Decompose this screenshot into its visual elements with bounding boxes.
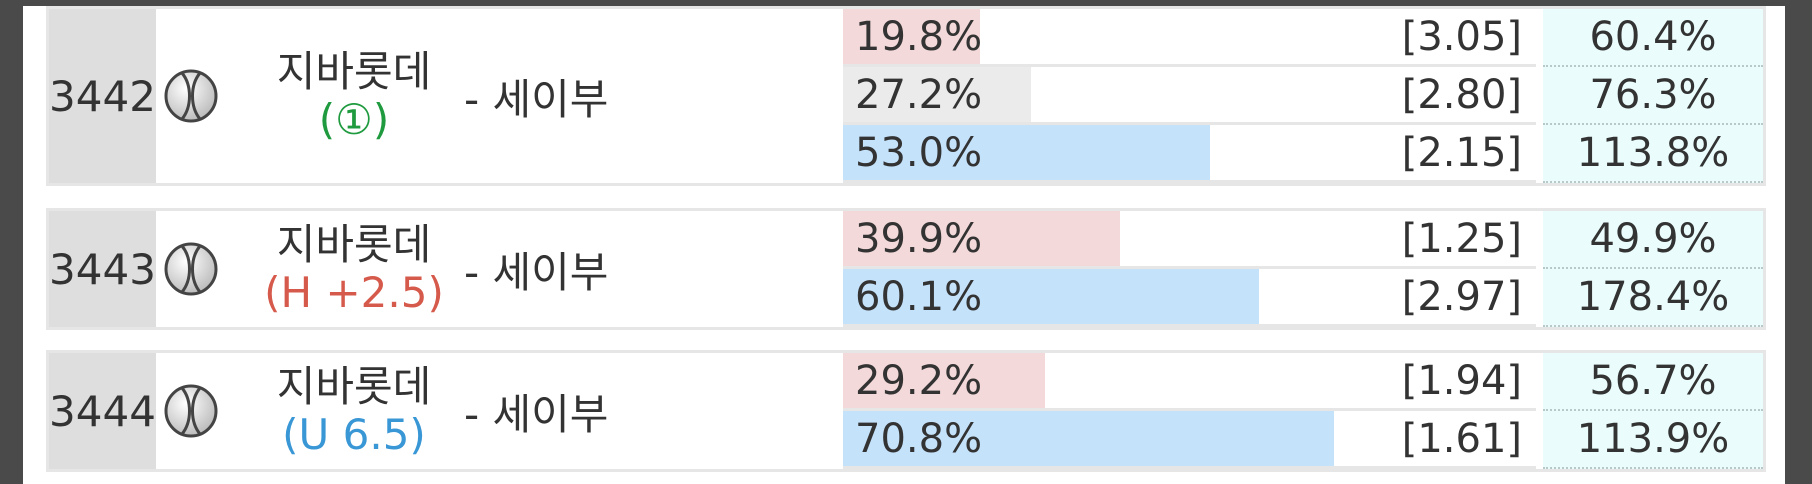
- return-rate: 60.4%: [1543, 9, 1763, 67]
- share-label: 29.2%: [855, 357, 983, 404]
- share-bar: [843, 353, 1046, 408]
- share-bar: [843, 9, 981, 64]
- share-label: 70.8%: [855, 415, 983, 462]
- return-rate: 56.7%: [1543, 353, 1763, 411]
- share-label: 60.1%: [855, 273, 983, 320]
- outcome-line: 60.1% [2.97]: [843, 269, 1536, 327]
- outcome-line: 53.0% [2.15]: [843, 125, 1536, 183]
- odds: [1.25]: [1401, 215, 1522, 262]
- share-label: 19.8%: [855, 13, 983, 60]
- game-id: 3443: [49, 211, 156, 327]
- share-bar: [843, 67, 1032, 122]
- game-id: 3444: [49, 353, 156, 469]
- share-bar: [843, 411, 1334, 466]
- baseball-icon: [164, 384, 218, 438]
- odds: [2.97]: [1401, 273, 1522, 320]
- team-tag: (①): [318, 95, 390, 144]
- away-team: - 세이부: [464, 389, 609, 439]
- team-tag: (U 6.5): [282, 410, 426, 459]
- home-team: 지바롯데: [276, 361, 432, 411]
- outcome-line: 39.9% [1.25]: [843, 211, 1536, 269]
- odds: [1.94]: [1401, 357, 1522, 404]
- outcome-line: 70.8% [1.61]: [843, 411, 1536, 469]
- return-rate: 178.4%: [1543, 269, 1763, 327]
- share-bar: [843, 125, 1211, 180]
- outcome-line: 19.8% [3.05]: [843, 9, 1536, 67]
- share-bar: [843, 211, 1120, 266]
- panel: 3442 지바롯데 (①) - 세이부 19.8% [3.05] 60.4% 27.2% [2.…: [23, 6, 1785, 484]
- share-bar: [843, 269, 1260, 324]
- odds: [1.61]: [1401, 415, 1522, 462]
- outcome-line: 29.2% [1.94]: [843, 353, 1536, 411]
- share-label: 27.2%: [855, 71, 983, 118]
- team-tag: (H +2.5): [264, 268, 444, 317]
- share-label: 39.9%: [855, 215, 983, 262]
- odds: [2.80]: [1401, 71, 1522, 118]
- game-row: 3442 지바롯데 (①) - 세이부 19.8% [3.05] 60.4% 27.2% [2.…: [46, 6, 1766, 186]
- game-row: 3444 지바롯데 (U 6.5) - 세이부 29.2% [1.94] 56.7% 70.8…: [46, 350, 1766, 472]
- share-label: 53.0%: [855, 129, 983, 176]
- home-team: 지바롯데: [276, 46, 432, 96]
- odds: [3.05]: [1401, 13, 1522, 60]
- game-row: 3443 지바롯데 (H +2.5) - 세이부 39.9% [1.25] 49.9% 60.…: [46, 208, 1766, 330]
- away-team: - 세이부: [464, 247, 609, 297]
- odds: [2.15]: [1401, 129, 1522, 176]
- baseball-icon: [164, 69, 218, 123]
- game-id: 3442: [49, 9, 156, 183]
- team-block: 지바롯데 (①): [249, 9, 459, 183]
- home-team: 지바롯데: [276, 219, 432, 269]
- team-block: 지바롯데 (H +2.5): [249, 211, 459, 327]
- return-rate: 49.9%: [1543, 211, 1763, 269]
- return-rate: 76.3%: [1543, 67, 1763, 125]
- return-rate: 113.8%: [1543, 125, 1763, 183]
- baseball-icon: [164, 242, 218, 296]
- outcome-line: 27.2% [2.80]: [843, 67, 1536, 125]
- team-block: 지바롯데 (U 6.5): [249, 353, 459, 469]
- return-rate: 113.9%: [1543, 411, 1763, 469]
- away-team: - 세이부: [464, 74, 609, 124]
